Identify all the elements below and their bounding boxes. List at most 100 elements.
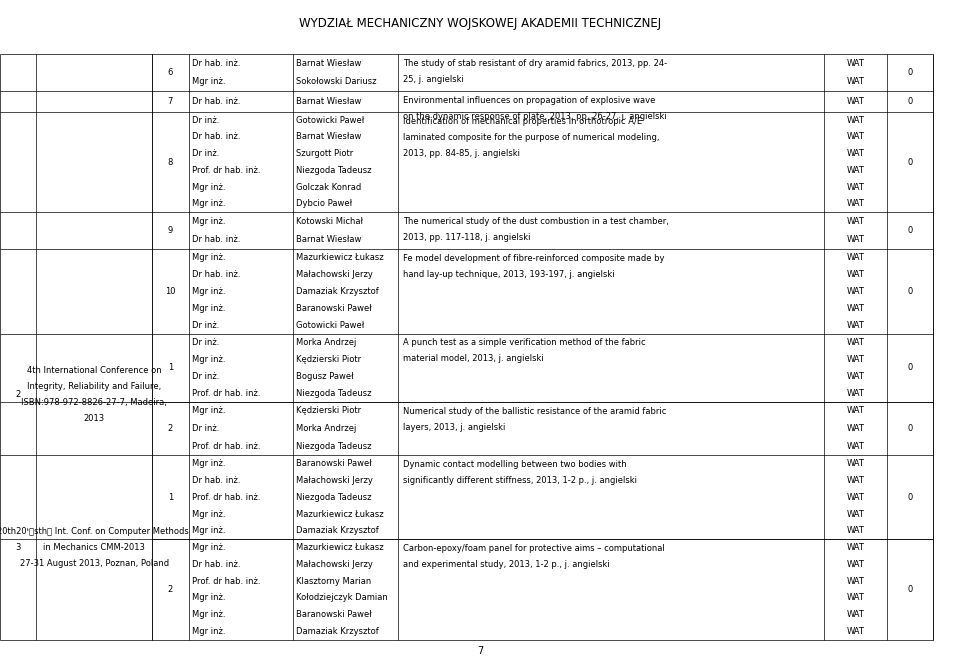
Text: Barnat Wiesław: Barnat Wiesław <box>296 59 361 68</box>
Text: 2: 2 <box>15 390 21 399</box>
Text: Małachowski Jerzy: Małachowski Jerzy <box>296 270 372 279</box>
Text: and experimental study, 2013, 1-2 p., j. angielski: and experimental study, 2013, 1-2 p., j.… <box>403 561 610 569</box>
Text: Dr inż.: Dr inż. <box>192 338 220 346</box>
Text: Mgr inż.: Mgr inż. <box>192 77 226 87</box>
Text: WAT: WAT <box>847 543 864 552</box>
Text: Sokołowski Dariusz: Sokołowski Dariusz <box>296 77 376 87</box>
Text: 20th20ᵗ˾sth˿ Int. Conf. on Computer Methods: 20th20ᵗ˾sth˿ Int. Conf. on Computer Meth… <box>0 527 189 536</box>
Text: Bogusz Paweł: Bogusz Paweł <box>296 372 353 381</box>
Text: Dr inż.: Dr inż. <box>192 372 220 381</box>
Text: 2: 2 <box>168 424 173 433</box>
Text: WAT: WAT <box>847 338 864 346</box>
Text: material model, 2013, j. angielski: material model, 2013, j. angielski <box>403 354 544 364</box>
Text: Mgr inż.: Mgr inż. <box>192 526 226 535</box>
Text: Golczak Konrad: Golczak Konrad <box>296 182 361 192</box>
Text: Mgr inż.: Mgr inż. <box>192 200 226 208</box>
Text: Dr hab. inż.: Dr hab. inż. <box>192 270 241 279</box>
Text: Damaziak Krzysztof: Damaziak Krzysztof <box>296 287 378 295</box>
Text: Mazurkiewicz Łukasz: Mazurkiewicz Łukasz <box>296 510 383 518</box>
Text: Prof. dr hab. inż.: Prof. dr hab. inż. <box>192 166 260 175</box>
Text: WAT: WAT <box>847 59 864 68</box>
Text: Prof. dr hab. inż.: Prof. dr hab. inż. <box>192 442 260 451</box>
Text: 7: 7 <box>477 646 483 656</box>
Text: 9: 9 <box>168 226 173 235</box>
Text: WAT: WAT <box>847 407 864 416</box>
Text: WAT: WAT <box>847 442 864 451</box>
Text: Dr inż.: Dr inż. <box>192 424 220 433</box>
Text: WAT: WAT <box>847 560 864 569</box>
Text: Barnat Wiesław: Barnat Wiesław <box>296 97 361 106</box>
Text: Barnat Wiesław: Barnat Wiesław <box>296 235 361 245</box>
Text: Dr hab. inż.: Dr hab. inż. <box>192 97 241 106</box>
Text: Dr hab. inż.: Dr hab. inż. <box>192 59 241 68</box>
Text: Mgr inż.: Mgr inż. <box>192 253 226 262</box>
Text: Morka Andrzej: Morka Andrzej <box>296 424 356 433</box>
Text: ISBN:978-972-8826-27-7, Madeira,: ISBN:978-972-8826-27-7, Madeira, <box>21 398 167 407</box>
Text: WAT: WAT <box>847 270 864 279</box>
Text: WYDZIAŁ MECHANICZNY WOJSKOWEJ AKADEMII TECHNICZNEJ: WYDZIAŁ MECHANICZNY WOJSKOWEJ AKADEMII T… <box>299 17 661 30</box>
Text: Baranowski Paweł: Baranowski Paweł <box>296 303 372 313</box>
Text: WAT: WAT <box>847 389 864 398</box>
Text: WAT: WAT <box>847 476 864 485</box>
Text: Mgr inż.: Mgr inż. <box>192 407 226 416</box>
Text: Niezgoda Tadeusz: Niezgoda Tadeusz <box>296 166 372 175</box>
Text: 0: 0 <box>907 287 913 295</box>
Text: on the dynamic response of plate, 2013, pp. 26-27, j. angielski: on the dynamic response of plate, 2013, … <box>403 112 667 121</box>
Text: WAT: WAT <box>847 149 864 158</box>
Text: Małachowski Jerzy: Małachowski Jerzy <box>296 560 372 569</box>
Text: Kędzierski Piotr: Kędzierski Piotr <box>296 407 361 416</box>
Text: WAT: WAT <box>847 321 864 330</box>
Text: Niezgoda Tadeusz: Niezgoda Tadeusz <box>296 492 372 502</box>
Text: 0: 0 <box>907 157 913 167</box>
Text: Baranowski Paweł: Baranowski Paweł <box>296 610 372 619</box>
Text: 0: 0 <box>907 97 913 106</box>
Text: Damaziak Krzysztof: Damaziak Krzysztof <box>296 526 378 535</box>
Text: Małachowski Jerzy: Małachowski Jerzy <box>296 476 372 485</box>
Text: WAT: WAT <box>847 492 864 502</box>
Text: Prof. dr hab. inż.: Prof. dr hab. inż. <box>192 389 260 398</box>
Text: 4th International Conference on: 4th International Conference on <box>27 366 161 375</box>
Text: 0: 0 <box>907 364 913 372</box>
Text: 1: 1 <box>168 364 173 372</box>
Text: Kotowski Michał: Kotowski Michał <box>296 217 363 226</box>
Text: Dr hab. inż.: Dr hab. inż. <box>192 560 241 569</box>
Text: 3: 3 <box>15 543 21 552</box>
Text: Mgr inż.: Mgr inż. <box>192 610 226 619</box>
Text: Szurgott Piotr: Szurgott Piotr <box>296 149 353 158</box>
Text: 8: 8 <box>168 157 173 167</box>
Text: Barnat Wiesław: Barnat Wiesław <box>296 132 361 141</box>
Text: Dr inż.: Dr inż. <box>192 321 220 330</box>
Text: WAT: WAT <box>847 372 864 381</box>
Text: WAT: WAT <box>847 526 864 535</box>
Text: Carbon-epoxy/foam panel for protective aims – computational: Carbon-epoxy/foam panel for protective a… <box>403 544 665 553</box>
Text: Gotowicki Paweł: Gotowicki Paweł <box>296 321 364 330</box>
Text: Fe model development of fibre-reinforced composite made by: Fe model development of fibre-reinforced… <box>403 254 664 263</box>
Text: 0: 0 <box>907 424 913 433</box>
Text: WAT: WAT <box>847 200 864 208</box>
Text: Gotowicki Paweł: Gotowicki Paweł <box>296 116 364 125</box>
Text: WAT: WAT <box>847 287 864 295</box>
Text: in Mechanics CMM-2013: in Mechanics CMM-2013 <box>43 543 145 552</box>
Text: Mazurkiewicz Łukasz: Mazurkiewicz Łukasz <box>296 253 383 262</box>
Text: 2013: 2013 <box>84 414 105 422</box>
Text: Environmental influences on propagation of explosive wave: Environmental influences on propagation … <box>403 96 656 105</box>
Text: WAT: WAT <box>847 132 864 141</box>
Text: Mgr inż.: Mgr inż. <box>192 355 226 364</box>
Text: WAT: WAT <box>847 182 864 192</box>
Text: Dr inż.: Dr inż. <box>192 116 220 125</box>
Text: WAT: WAT <box>847 253 864 262</box>
Text: Damaziak Krzysztof: Damaziak Krzysztof <box>296 627 378 636</box>
Text: Mgr inż.: Mgr inż. <box>192 217 226 226</box>
Text: Identification of mechanical properties In orthotropic A/E: Identification of mechanical properties … <box>403 117 642 126</box>
Text: 25, j. angielski: 25, j. angielski <box>403 75 464 84</box>
Text: WAT: WAT <box>847 594 864 602</box>
Text: 0: 0 <box>907 68 913 77</box>
Text: 1: 1 <box>168 492 173 502</box>
Text: WAT: WAT <box>847 97 864 106</box>
Text: Dr inż.: Dr inż. <box>192 149 220 158</box>
Text: Mgr inż.: Mgr inż. <box>192 543 226 552</box>
Text: Dr hab. inż.: Dr hab. inż. <box>192 235 241 245</box>
Text: Mgr inż.: Mgr inż. <box>192 182 226 192</box>
Text: WAT: WAT <box>847 459 864 468</box>
Text: WAT: WAT <box>847 424 864 433</box>
